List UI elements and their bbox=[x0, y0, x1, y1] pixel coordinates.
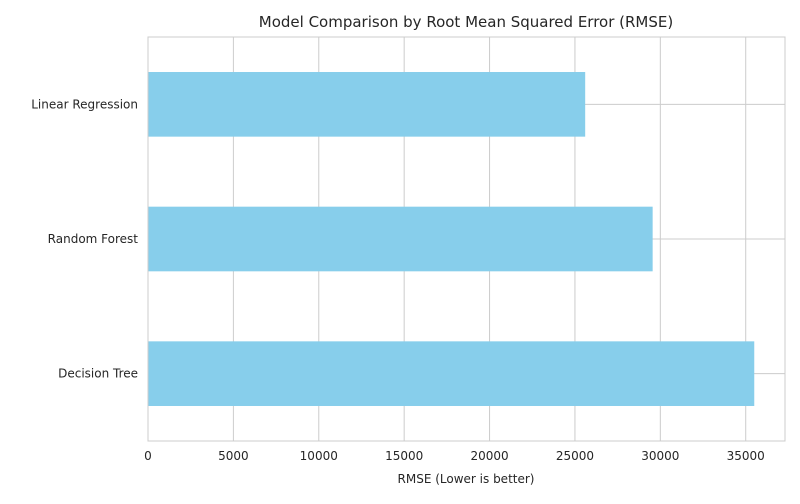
x-tick-label: 30000 bbox=[641, 449, 679, 463]
x-axis-label: RMSE (Lower is better) bbox=[398, 472, 535, 486]
plot-frame bbox=[147, 36, 786, 442]
y-tick-labels: Linear Regression Random Forest Decision T… bbox=[31, 97, 138, 380]
bar-linear-regression bbox=[148, 72, 586, 137]
x-tick-label: 35000 bbox=[727, 449, 765, 463]
bar-decision-tree bbox=[148, 341, 755, 406]
y-tick-label: Linear Regression bbox=[31, 97, 138, 111]
x-tick-label: 10000 bbox=[300, 449, 338, 463]
x-tick-label: 0 bbox=[144, 449, 152, 463]
x-tick-labels: 0 5000 10000 15000 20000 25000 30000 35000 bbox=[144, 449, 765, 463]
y-tick-label: Decision Tree bbox=[58, 367, 138, 381]
bar-random-forest bbox=[148, 206, 653, 272]
bar-layer bbox=[148, 72, 755, 406]
chart-title: Model Comparison by Root Mean Squared Er… bbox=[259, 13, 673, 31]
x-tick-label: 5000 bbox=[218, 449, 249, 463]
x-tick-label: 15000 bbox=[385, 449, 423, 463]
plot-border bbox=[147, 36, 786, 442]
x-tick-label: 20000 bbox=[470, 449, 508, 463]
x-tick-label: 25000 bbox=[556, 449, 594, 463]
y-tick-label: Random Forest bbox=[48, 232, 139, 246]
